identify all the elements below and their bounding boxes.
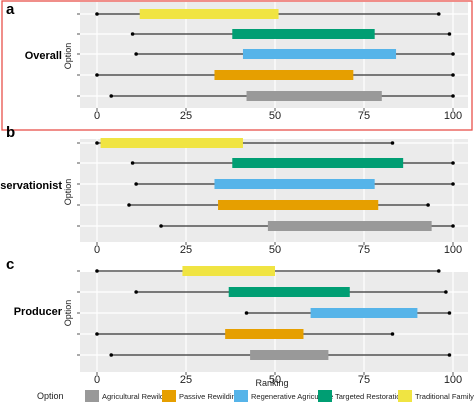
- legend-label: Agricultural Rewilding: [102, 392, 174, 401]
- range-min-point: [134, 290, 138, 294]
- x-tick-label: 25: [180, 110, 192, 122]
- option-axis-label: Option: [63, 43, 73, 70]
- range-max-point: [436, 12, 441, 16]
- legend-swatch: [234, 390, 248, 402]
- range-min-point: [95, 269, 99, 273]
- range-min-point: [109, 353, 114, 357]
- range-min-point: [134, 182, 138, 186]
- x-tick-label: 75: [358, 244, 370, 256]
- range-min-point: [95, 73, 99, 77]
- x-tick-label: 25: [180, 374, 192, 386]
- range-bar: [246, 91, 382, 101]
- panel-title: Conservationist: [0, 180, 62, 192]
- x-tick-label: 100: [444, 374, 462, 386]
- range-min-point: [127, 203, 131, 207]
- range-bar: [214, 70, 354, 80]
- range-max-point: [447, 32, 452, 36]
- panel-title: Producer: [14, 306, 63, 318]
- x-tick-label: 0: [94, 110, 100, 122]
- x-tick-label: 50: [269, 110, 281, 122]
- range-min-point: [134, 52, 138, 56]
- range-bar: [182, 266, 275, 276]
- range-bar: [139, 9, 279, 19]
- x-tick-label: 75: [358, 374, 370, 386]
- legend-label: Traditional Family Farm: [415, 392, 474, 401]
- range-bar: [250, 350, 329, 360]
- range-bar: [100, 138, 243, 148]
- range-min-point: [130, 161, 135, 165]
- x-tick-label: 100: [444, 244, 462, 256]
- range-max-point: [444, 290, 448, 294]
- x-tick-label: 100: [444, 110, 462, 122]
- option-axis-label: Option: [63, 300, 73, 327]
- panel-letter: b: [6, 124, 15, 141]
- legend-label: Regenerative Agriculture: [251, 392, 333, 401]
- range-max-point: [390, 141, 395, 145]
- x-axis-title: Ranking: [255, 378, 288, 388]
- range-min-point: [109, 94, 114, 98]
- range-bar: [218, 200, 379, 210]
- range-max-point: [451, 52, 455, 56]
- range-min-point: [244, 311, 249, 315]
- range-max-point: [451, 161, 455, 165]
- range-bar: [267, 221, 432, 231]
- range-bar: [232, 29, 375, 39]
- range-max-point: [426, 203, 430, 207]
- range-max-point: [436, 269, 441, 273]
- range-max-point: [451, 73, 455, 77]
- panel-letter: c: [6, 256, 14, 273]
- range-bar: [214, 179, 375, 189]
- panel-letter: a: [6, 1, 15, 18]
- legend-swatch: [85, 390, 99, 402]
- option-axis-label: Option: [63, 179, 73, 206]
- range-bar: [232, 158, 404, 168]
- legend-title: Option: [37, 391, 64, 401]
- x-tick-label: 50: [269, 374, 281, 386]
- x-tick-label: 75: [358, 110, 370, 122]
- range-max-point: [451, 94, 455, 98]
- x-tick-label: 50: [269, 244, 281, 256]
- range-bar: [242, 49, 397, 59]
- panel-title: Overall: [25, 50, 62, 62]
- range-min-point: [159, 224, 163, 228]
- range-bar: [225, 329, 304, 339]
- legend-label: Passive Rewilding: [179, 392, 240, 401]
- range-min-point: [95, 141, 99, 145]
- range-max-point: [447, 353, 452, 357]
- x-tick-label: 0: [94, 374, 100, 386]
- range-max-point: [451, 182, 455, 186]
- highlight-border: [1, 0, 473, 131]
- legend-swatch: [318, 390, 332, 402]
- x-tick-label: 25: [180, 244, 192, 256]
- legend-label: Targeted Restoration: [335, 392, 405, 401]
- range-min-point: [95, 332, 99, 336]
- range-min-point: [130, 32, 135, 36]
- range-max-point: [447, 311, 452, 315]
- range-max-point: [390, 332, 395, 336]
- x-tick-label: 0: [94, 244, 100, 256]
- range-bar: [228, 287, 350, 297]
- range-bar: [310, 308, 418, 318]
- range-min-point: [95, 12, 99, 16]
- legend-swatch: [398, 390, 412, 402]
- legend-swatch: [162, 390, 176, 402]
- range-max-point: [451, 224, 455, 228]
